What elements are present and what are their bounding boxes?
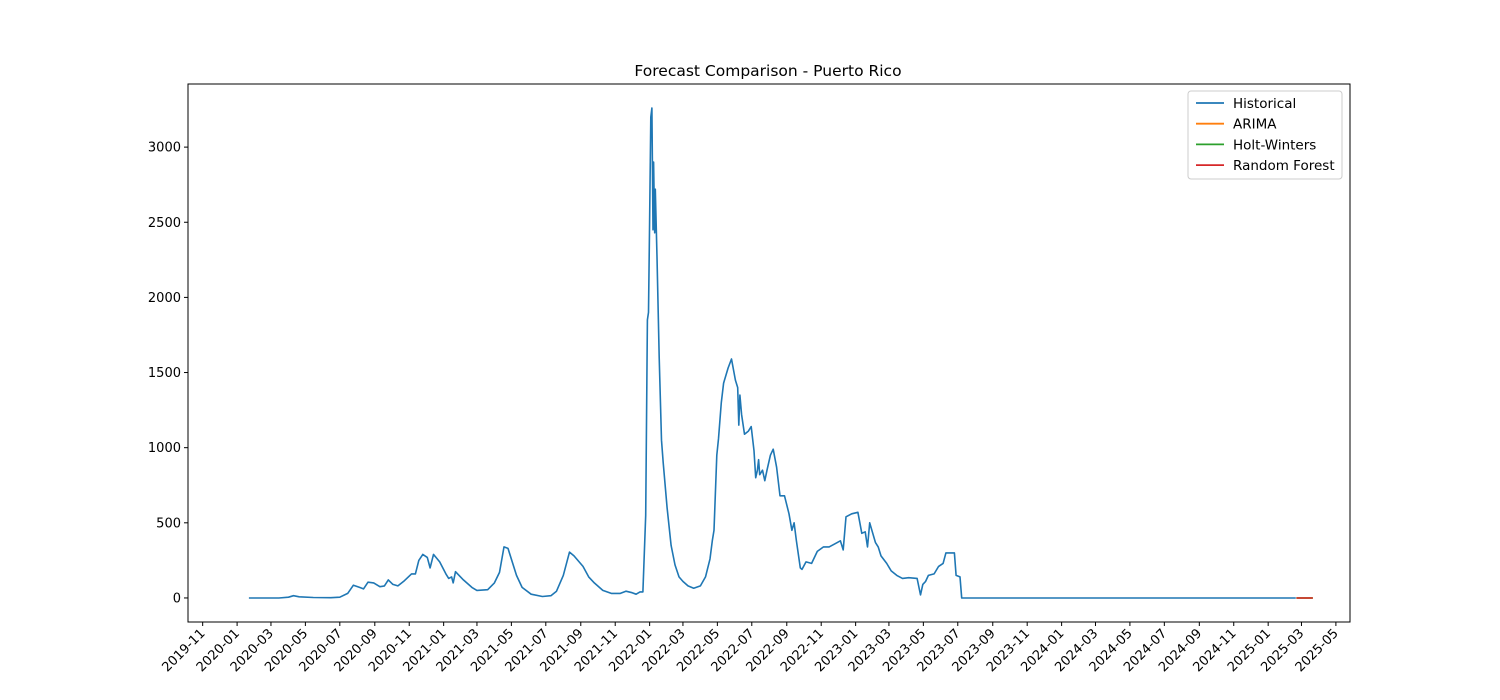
series-line-historical <box>248 107 1296 599</box>
legend-label: Historical <box>1233 96 1296 112</box>
legend: Historical ARIMA Holt-Winters Random Forest <box>1187 90 1343 180</box>
y-tick-label: 3000 <box>148 141 181 156</box>
legend-box <box>1187 90 1343 180</box>
legend-label: Random Forest <box>1233 158 1335 174</box>
y-tick-label: 2000 <box>148 291 181 306</box>
y-tick-label: 2500 <box>148 216 181 231</box>
chart-title: Forecast Comparison - Puerto Rico <box>634 62 901 80</box>
y-tick-label: 1000 <box>148 441 181 456</box>
y-tick-label: 0 <box>173 591 181 606</box>
x-axis: 2019-112020-012020-032020-052020-072020-… <box>160 622 1342 675</box>
legend-label: ARIMA <box>1233 117 1277 133</box>
y-tick-label: 1500 <box>148 366 181 381</box>
plot-frame <box>187 83 1351 623</box>
series-layer <box>248 107 1313 599</box>
y-tick-label: 500 <box>156 516 181 531</box>
y-axis: 0 500 1000 1500 2000 2500 3000 <box>148 141 188 606</box>
legend-label: Holt-Winters <box>1233 137 1316 153</box>
